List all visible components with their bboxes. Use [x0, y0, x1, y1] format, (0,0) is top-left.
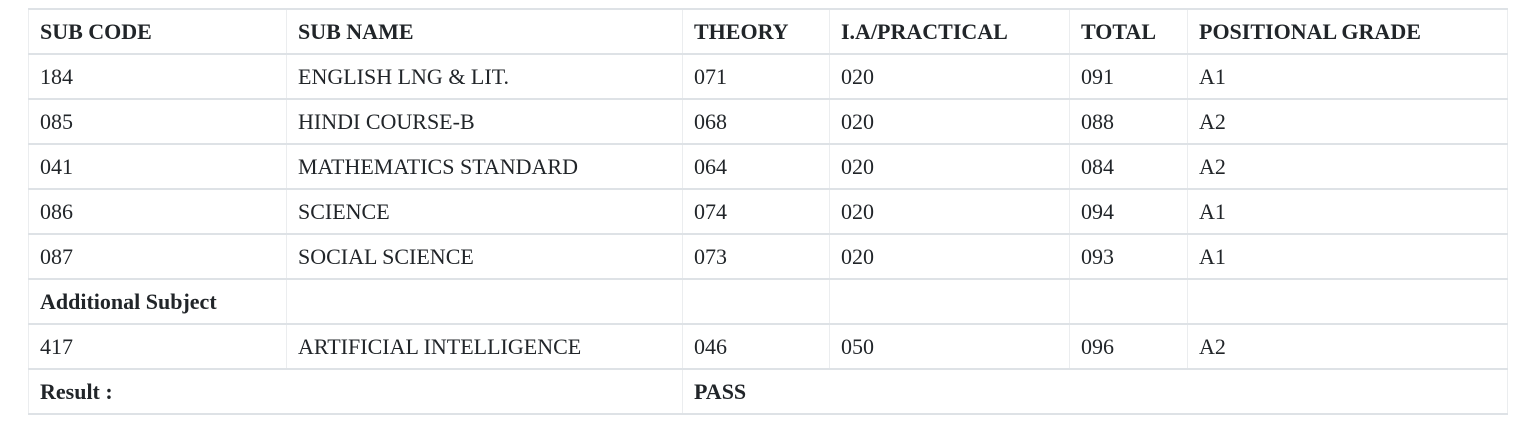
table-body: 184 ENGLISH LNG & LIT. 071 020 091 A1 08…	[28, 53, 1508, 414]
section-label: Additional Subject	[28, 278, 287, 324]
cell-total: 088	[1069, 98, 1188, 144]
cell-sub-name: HINDI COURSE-B	[286, 98, 683, 144]
cell-grade: A1	[1187, 53, 1508, 99]
empty-cell	[286, 278, 683, 324]
cell-grade: A1	[1187, 188, 1508, 234]
cell-theory: 068	[682, 98, 830, 144]
cell-total: 096	[1069, 323, 1188, 369]
cell-theory: 064	[682, 143, 830, 189]
cell-ia: 050	[829, 323, 1070, 369]
cell-grade: A2	[1187, 98, 1508, 144]
cell-sub-code: 184	[28, 53, 287, 99]
cell-sub-code: 041	[28, 143, 287, 189]
result-label: Result :	[28, 368, 683, 414]
cell-sub-name: ARTIFICIAL INTELLIGENCE	[286, 323, 683, 369]
table-row: 087 SOCIAL SCIENCE 073 020 093 A1	[28, 233, 1508, 279]
cell-ia: 020	[829, 98, 1070, 144]
cell-theory: 046	[682, 323, 830, 369]
result-value: PASS	[682, 368, 1508, 414]
marks-table: SUB CODE SUB NAME THEORY I.A/PRACTICAL T…	[28, 8, 1508, 415]
cell-ia: 020	[829, 143, 1070, 189]
empty-cell	[1187, 278, 1508, 324]
table-row: 085 HINDI COURSE-B 068 020 088 A2	[28, 98, 1508, 144]
cell-ia: 020	[829, 233, 1070, 279]
cell-sub-name: ENGLISH LNG & LIT.	[286, 53, 683, 99]
cell-grade: A1	[1187, 233, 1508, 279]
table-row: 417 ARTIFICIAL INTELLIGENCE 046 050 096 …	[28, 323, 1508, 369]
cell-sub-name: SOCIAL SCIENCE	[286, 233, 683, 279]
empty-cell	[1069, 278, 1188, 324]
table-row: 184 ENGLISH LNG & LIT. 071 020 091 A1	[28, 53, 1508, 99]
cell-grade: A2	[1187, 323, 1508, 369]
cell-total: 093	[1069, 233, 1188, 279]
header-ia-practical: I.A/PRACTICAL	[829, 8, 1070, 54]
table-header: SUB CODE SUB NAME THEORY I.A/PRACTICAL T…	[28, 8, 1508, 54]
header-total: TOTAL	[1069, 8, 1188, 54]
cell-total: 091	[1069, 53, 1188, 99]
section-row: Additional Subject	[28, 278, 1508, 324]
cell-sub-name: MATHEMATICS STANDARD	[286, 143, 683, 189]
header-sub-code: SUB CODE	[28, 8, 287, 54]
table-row: 086 SCIENCE 074 020 094 A1	[28, 188, 1508, 234]
header-row: SUB CODE SUB NAME THEORY I.A/PRACTICAL T…	[28, 8, 1508, 54]
result-row: Result : PASS	[28, 368, 1508, 414]
cell-theory: 073	[682, 233, 830, 279]
cell-sub-code: 085	[28, 98, 287, 144]
cell-grade: A2	[1187, 143, 1508, 189]
cell-total: 084	[1069, 143, 1188, 189]
table-row: 041 MATHEMATICS STANDARD 064 020 084 A2	[28, 143, 1508, 189]
cell-theory: 071	[682, 53, 830, 99]
cell-sub-code: 087	[28, 233, 287, 279]
header-positional-grade: POSITIONAL GRADE	[1187, 8, 1508, 54]
empty-cell	[829, 278, 1070, 324]
empty-cell	[682, 278, 830, 324]
cell-total: 094	[1069, 188, 1188, 234]
header-sub-name: SUB NAME	[286, 8, 683, 54]
cell-sub-name: SCIENCE	[286, 188, 683, 234]
header-theory: THEORY	[682, 8, 830, 54]
cell-ia: 020	[829, 53, 1070, 99]
cell-ia: 020	[829, 188, 1070, 234]
cell-theory: 074	[682, 188, 830, 234]
cell-sub-code: 086	[28, 188, 287, 234]
cell-sub-code: 417	[28, 323, 287, 369]
